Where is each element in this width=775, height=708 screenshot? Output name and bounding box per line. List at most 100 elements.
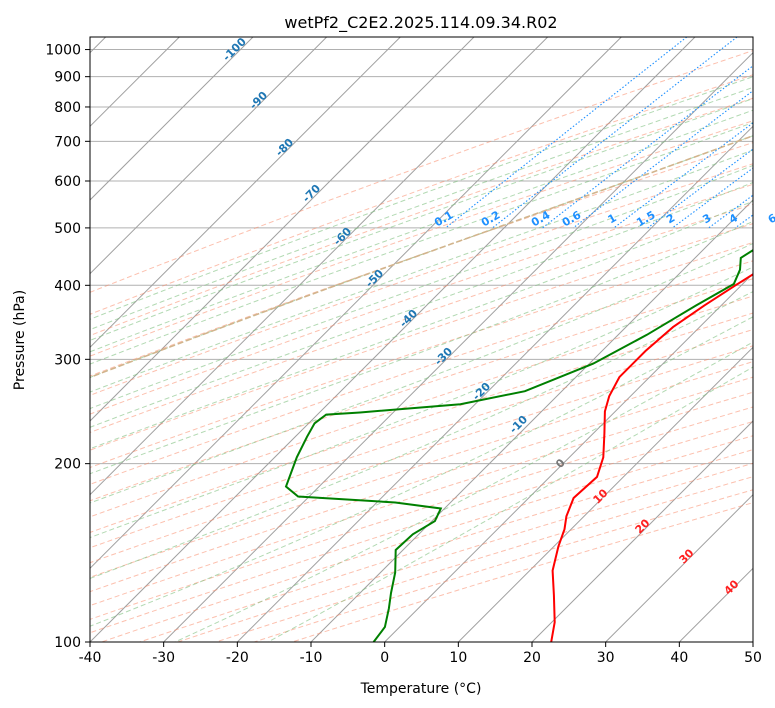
moist-adiabat-line xyxy=(90,181,753,428)
dry-adiabat-line xyxy=(90,241,753,469)
dry-adiabat-line xyxy=(90,142,753,377)
moist-adiabat-line xyxy=(90,200,753,450)
mixing-ratio-label: 0.1 xyxy=(432,208,455,229)
isotherm-line xyxy=(163,51,753,642)
isotherm-line xyxy=(678,567,753,642)
plot-area xyxy=(90,37,753,642)
dry-adiabat-line xyxy=(90,278,753,502)
dry-adiabat-label: 40 xyxy=(722,577,742,597)
isotherm-line xyxy=(457,346,753,642)
moist-adiabat-line xyxy=(90,122,753,365)
mixing-ratio-label: 1 xyxy=(606,211,619,226)
mixing-ratio-label: 2 xyxy=(664,211,677,226)
dry-adiabat-label: 10 xyxy=(591,486,611,506)
dry-adiabat-line xyxy=(90,312,753,533)
dry-adiabat-line xyxy=(90,329,753,549)
y-axis-ticks: 100 200 300 400 500 600 700 800 900 1000 xyxy=(45,43,90,651)
y-tick-label: 100 xyxy=(54,635,81,651)
moist-adiabat-label: -10 xyxy=(507,413,530,436)
isotherm-line xyxy=(90,37,401,349)
isotherm-line xyxy=(310,199,753,642)
moist-adiabat-line xyxy=(90,149,753,393)
chart-title: wetPf2_C2E2.2025.114.09.34.R02 xyxy=(284,13,557,33)
x-axis-ticks: -40 -30 -20 -10 0 10 20 30 40 50 xyxy=(79,642,762,666)
dry-adiabat-label: 30 xyxy=(677,546,697,566)
moist-adiabat-label: -40 xyxy=(397,307,420,330)
dry-adiabat-line xyxy=(90,345,753,564)
x-axis-label: Temperature (°C) xyxy=(360,681,482,697)
dry-adiabat-line xyxy=(101,435,753,642)
y-tick-label: 700 xyxy=(54,134,81,150)
moist-adiabat-line xyxy=(90,98,753,341)
mixing-ratio-line xyxy=(445,37,688,229)
isotherm-line xyxy=(752,641,753,642)
dry-adiabat-line xyxy=(90,295,753,518)
mixing-ratio-line xyxy=(734,214,753,229)
mixing-ratio-line xyxy=(672,167,753,229)
moist-adiabat-line xyxy=(90,266,753,539)
mixing-ratio-line xyxy=(542,65,753,229)
moist-adiabat-line xyxy=(90,76,753,320)
moist-adiabat-line xyxy=(90,242,753,504)
dewpoint-profile-line xyxy=(284,248,753,642)
isotherm-line xyxy=(90,37,475,422)
x-tick-label: -20 xyxy=(226,650,249,666)
dry-adiabat-line xyxy=(90,361,753,578)
isotherm-line xyxy=(90,37,254,201)
dry-adiabat-line xyxy=(90,223,753,451)
dry-adiabat-line xyxy=(90,260,753,485)
mixing-ratio-line xyxy=(572,90,753,229)
dry-adiabat-line xyxy=(90,50,753,293)
mixing-ratio-line xyxy=(613,122,753,229)
y-tick-label: 300 xyxy=(54,352,81,368)
profile-series xyxy=(284,248,753,642)
y-axis-label: Pressure (hPa) xyxy=(12,290,28,390)
mixing-ratio-label: 6 xyxy=(766,211,775,226)
y-tick-label: 600 xyxy=(54,174,81,190)
x-tick-label: -40 xyxy=(79,650,102,666)
isotherm-line xyxy=(605,493,753,642)
moist-adiabat-label: -90 xyxy=(247,89,270,112)
y-tick-label: 400 xyxy=(54,278,81,294)
x-tick-label: -30 xyxy=(152,650,175,666)
isotherm-line xyxy=(531,420,753,642)
y-tick-label: 900 xyxy=(54,70,81,86)
moist-adiabat-label: -30 xyxy=(432,345,455,368)
moist-adiabat-label: -70 xyxy=(300,182,323,205)
moist-adiabat-lines xyxy=(90,76,753,642)
x-tick-label: -10 xyxy=(300,650,323,666)
isotherm-line xyxy=(90,37,696,642)
dry-adiabat-line xyxy=(90,376,753,593)
mixing-ratio-label: 0.4 xyxy=(529,208,553,229)
plot-frame xyxy=(89,36,754,643)
moist-adiabat-line xyxy=(90,164,753,410)
horizontal-gridlines xyxy=(90,49,753,642)
x-tick-label: 50 xyxy=(744,650,762,666)
y-tick-label: 500 xyxy=(54,221,81,237)
isotherm-line xyxy=(384,272,753,642)
x-tick-label: 0 xyxy=(380,650,389,666)
moist-adiabat-line xyxy=(174,341,753,642)
isotherm-lines xyxy=(90,37,753,642)
moist-adiabat-label: -50 xyxy=(363,267,386,290)
isotherm-line xyxy=(236,125,753,642)
y-tick-label: 800 xyxy=(54,100,81,116)
dry-adiabat-lines xyxy=(90,50,753,642)
isotherm-line xyxy=(90,37,622,570)
mixing-ratio-label: 1.5 xyxy=(634,208,657,229)
y-tick-label: 200 xyxy=(54,457,81,473)
isotherm-line xyxy=(90,37,328,275)
mixing-ratio-lines xyxy=(445,37,753,229)
moist-adiabat-label: -20 xyxy=(470,380,493,403)
x-tick-label: 40 xyxy=(670,650,688,666)
dry-adiabat-line xyxy=(90,97,753,337)
temperature-profile-line xyxy=(550,273,753,642)
moist-adiabat-label: -80 xyxy=(273,136,296,159)
x-tick-label: 30 xyxy=(597,650,615,666)
x-tick-label: 10 xyxy=(449,650,467,666)
mixing-ratio-label: 3 xyxy=(700,211,713,226)
y-tick-label: 1000 xyxy=(45,43,81,59)
moist-adiabat-line xyxy=(267,366,753,642)
mixing-ratio-line xyxy=(492,37,738,229)
